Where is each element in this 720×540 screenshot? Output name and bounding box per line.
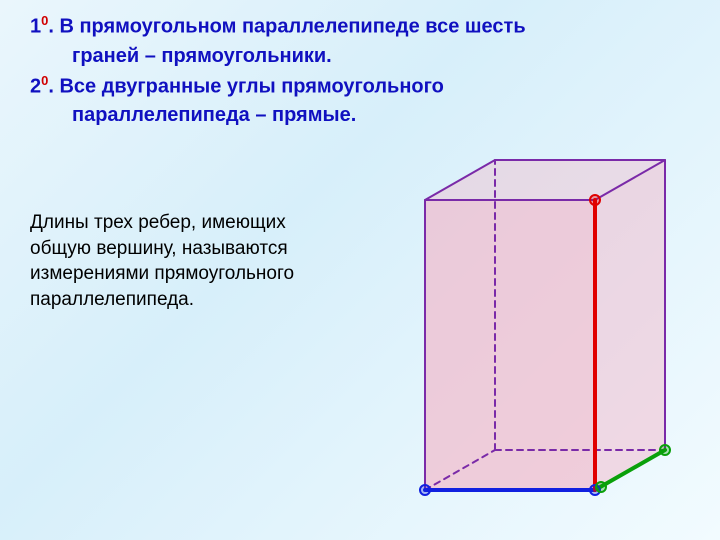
definition-paragraph: Длины трех ребер, имеющих общую вершину,… (30, 210, 330, 313)
statement-1-line1: . В прямоугольном параллелепипеде все ше… (48, 16, 525, 38)
statements-block: 10. В прямоугольном параллелепипеде все … (30, 12, 690, 131)
statement-2-line2: параллелепипеда – прямые. (72, 102, 690, 129)
statement-1: 10. В прямоугольном параллелепипеде все … (30, 12, 690, 41)
statement-2-number: 2 (30, 75, 41, 97)
statement-2-line1: . Все двугранные углы прямоугольного (48, 75, 444, 97)
cuboid-diagram (395, 140, 695, 520)
statement-1-number: 1 (30, 16, 41, 38)
statement-2: 20. Все двугранные углы прямоугольного (30, 72, 690, 101)
statement-1-line2: граней – прямоугольники. (72, 43, 690, 70)
cuboid-svg (395, 140, 695, 520)
